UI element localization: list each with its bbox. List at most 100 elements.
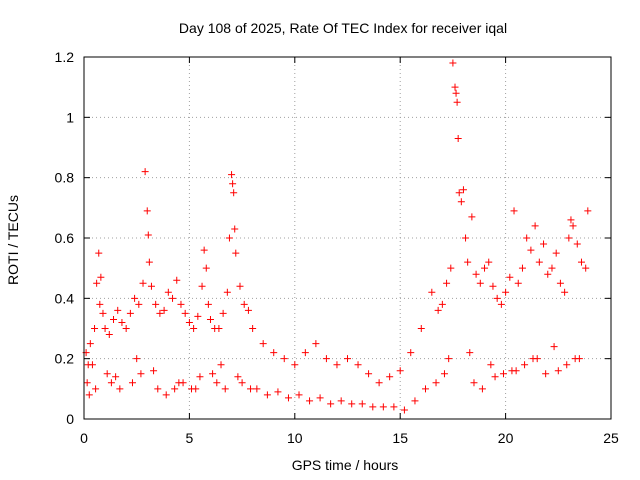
data-point — [514, 279, 522, 287]
data-point — [259, 340, 267, 348]
data-point — [470, 379, 478, 387]
data-point — [204, 300, 212, 308]
data-point — [103, 370, 111, 378]
data-point — [150, 367, 158, 375]
data-point — [577, 258, 585, 266]
data-point — [147, 282, 155, 290]
data-point — [400, 406, 408, 414]
data-point — [447, 264, 455, 272]
grid-lines — [84, 57, 611, 419]
data-point — [575, 355, 583, 363]
data-point — [162, 391, 170, 399]
data-point — [229, 180, 237, 188]
data-point — [556, 279, 564, 287]
data-point — [133, 355, 141, 363]
data-point — [502, 288, 510, 296]
data-point — [131, 294, 139, 302]
data-point — [173, 276, 181, 284]
data-point — [144, 231, 152, 239]
data-point — [563, 361, 571, 369]
data-point — [93, 279, 101, 287]
y-tick-labels: 0 0.2 0.4 0.6 0.8 1 1.2 — [55, 49, 75, 427]
data-point — [101, 325, 109, 332]
data-point — [421, 385, 429, 393]
data-point — [234, 373, 242, 381]
data-point — [154, 385, 162, 393]
chart-title: Day 108 of 2025, Rate Of TEC Index for r… — [179, 20, 507, 36]
data-point — [179, 379, 187, 387]
data-point — [221, 385, 229, 393]
data-point — [493, 294, 501, 302]
data-point — [365, 370, 373, 378]
data-point — [105, 331, 113, 339]
data-point — [468, 213, 476, 221]
data-point — [434, 306, 442, 314]
data-point — [83, 379, 91, 387]
data-point — [306, 397, 314, 405]
data-point — [569, 222, 577, 230]
data-point — [96, 300, 104, 308]
data-point — [432, 379, 440, 387]
data-point — [523, 234, 531, 242]
data-point — [510, 207, 518, 215]
data-point — [194, 312, 202, 320]
data-point — [582, 264, 590, 272]
data-point — [231, 225, 239, 233]
data-point — [396, 367, 404, 375]
data-point — [209, 370, 217, 378]
data-point — [390, 403, 398, 411]
data-point — [114, 306, 122, 314]
data-point — [535, 258, 543, 266]
data-point — [86, 340, 94, 348]
data-point — [95, 249, 103, 257]
x-tick-labels: 0 5 10 15 20 25 — [80, 430, 619, 446]
data-point — [177, 300, 185, 308]
data-point — [270, 349, 278, 357]
data-point — [533, 355, 541, 363]
data-point — [584, 207, 592, 215]
data-point — [478, 385, 486, 393]
data-point — [527, 246, 535, 254]
data-point — [550, 343, 558, 351]
data-point — [223, 288, 231, 296]
data-point — [449, 59, 457, 67]
data-point — [531, 222, 539, 230]
data-point — [472, 270, 480, 278]
x-axis-label: GPS time / hours — [292, 457, 399, 473]
data-point — [143, 207, 151, 215]
data-point — [512, 367, 520, 375]
data-point — [190, 325, 198, 332]
data-point — [274, 388, 282, 396]
data-point — [445, 355, 453, 363]
data-point — [97, 273, 105, 281]
y-tick-label: 0.8 — [55, 170, 75, 186]
data-point — [369, 403, 377, 411]
data-point — [139, 279, 147, 287]
y-tick-label: 0.2 — [55, 351, 75, 367]
data-point — [192, 385, 200, 393]
data-point — [92, 385, 100, 393]
data-point — [99, 309, 107, 317]
data-point — [521, 361, 529, 369]
data-point — [454, 134, 462, 142]
data-point — [453, 98, 461, 106]
y-axis-label: ROTI / TECUs — [5, 195, 21, 285]
data-point — [169, 294, 177, 302]
data-point — [219, 309, 227, 317]
data-point — [128, 379, 136, 387]
data-point — [451, 83, 459, 91]
data-point — [253, 385, 261, 393]
data-point — [573, 240, 581, 248]
data-point — [217, 361, 225, 369]
data-point — [565, 234, 573, 242]
data-point — [438, 300, 446, 308]
data-point — [316, 394, 324, 402]
data-point — [160, 306, 168, 314]
plot-frame — [83, 56, 612, 420]
data-point — [554, 367, 562, 375]
x-tick-label: 0 — [80, 430, 88, 446]
data-point — [291, 361, 299, 369]
data-point — [85, 391, 93, 399]
data-point — [455, 189, 463, 197]
data-point — [443, 279, 451, 287]
